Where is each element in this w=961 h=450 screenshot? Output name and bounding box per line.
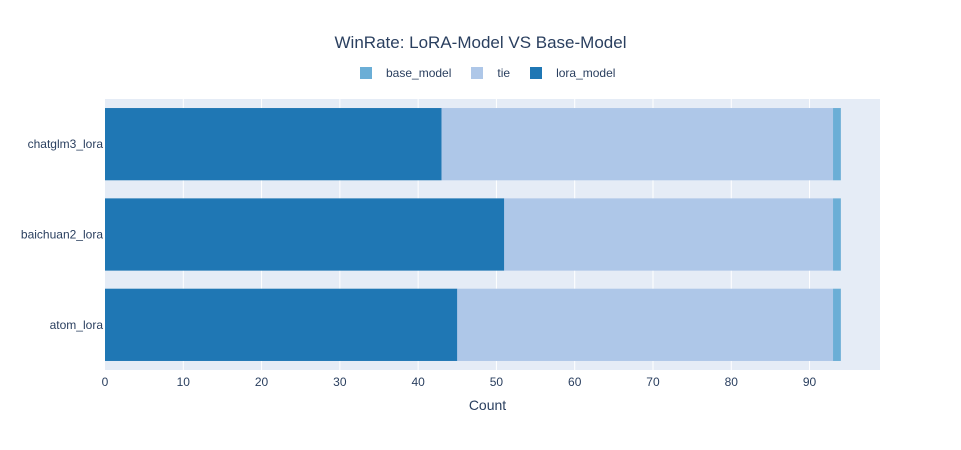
chart-title: WinRate: LoRA-Model VS Base-Model xyxy=(334,33,627,52)
bar-atom_lora-base_model[interactable] xyxy=(833,288,841,361)
x-tick-label-60: 60 xyxy=(568,375,582,389)
x-tick-label-40: 40 xyxy=(411,375,425,389)
x-tick-label-80: 80 xyxy=(725,375,739,389)
bar-atom_lora-tie[interactable] xyxy=(457,288,834,361)
legend-item-lora-model[interactable]: lora_model xyxy=(530,66,615,80)
bar-baichuan2_lora-base_model[interactable] xyxy=(833,198,841,271)
x-tick-label-30: 30 xyxy=(333,375,347,389)
legend-label-base-model: base_model xyxy=(386,66,452,80)
legend-swatch-tie xyxy=(471,67,484,79)
legend-label-lora-model: lora_model xyxy=(556,66,616,80)
x-axis-ticks: 0 10 20 30 40 50 60 70 80 90 xyxy=(102,375,817,389)
legend-swatch-lora-model xyxy=(530,67,543,79)
legend-item-base-model[interactable]: base_model xyxy=(360,66,451,80)
bar-chatglm3_lora-lora_model[interactable] xyxy=(105,108,442,181)
x-tick-label-20: 20 xyxy=(255,375,269,389)
bar-chatglm3_lora-tie[interactable] xyxy=(441,108,834,181)
legend-label-tie: tie xyxy=(497,66,511,80)
y-tick-label-chatglm3_lora: chatglm3_lora xyxy=(28,137,104,151)
legend-item-tie[interactable]: tie xyxy=(471,66,510,80)
x-tick-label-70: 70 xyxy=(646,375,660,389)
y-tick-label-baichuan2_lora: baichuan2_lora xyxy=(21,228,103,242)
bar-baichuan2_lora-lora_model[interactable] xyxy=(105,198,505,271)
x-axis-title: Count xyxy=(469,397,506,413)
x-tick-label-90: 90 xyxy=(803,375,817,389)
bar-baichuan2_lora-tie[interactable] xyxy=(504,198,834,271)
legend: base_model tie lora_model xyxy=(360,66,635,80)
x-tick-label-0: 0 xyxy=(102,375,109,389)
x-tick-label-10: 10 xyxy=(177,375,191,389)
x-tick-label-50: 50 xyxy=(490,375,504,389)
y-tick-label-atom_lora: atom_lora xyxy=(50,318,104,332)
bars xyxy=(105,108,841,361)
bar-atom_lora-lora_model[interactable] xyxy=(105,288,458,361)
y-axis-ticks: atom_lora baichuan2_lora chatglm3_lora xyxy=(21,137,103,332)
bar-chatglm3_lora-base_model[interactable] xyxy=(833,108,841,181)
legend-swatch-base-model xyxy=(360,67,372,79)
